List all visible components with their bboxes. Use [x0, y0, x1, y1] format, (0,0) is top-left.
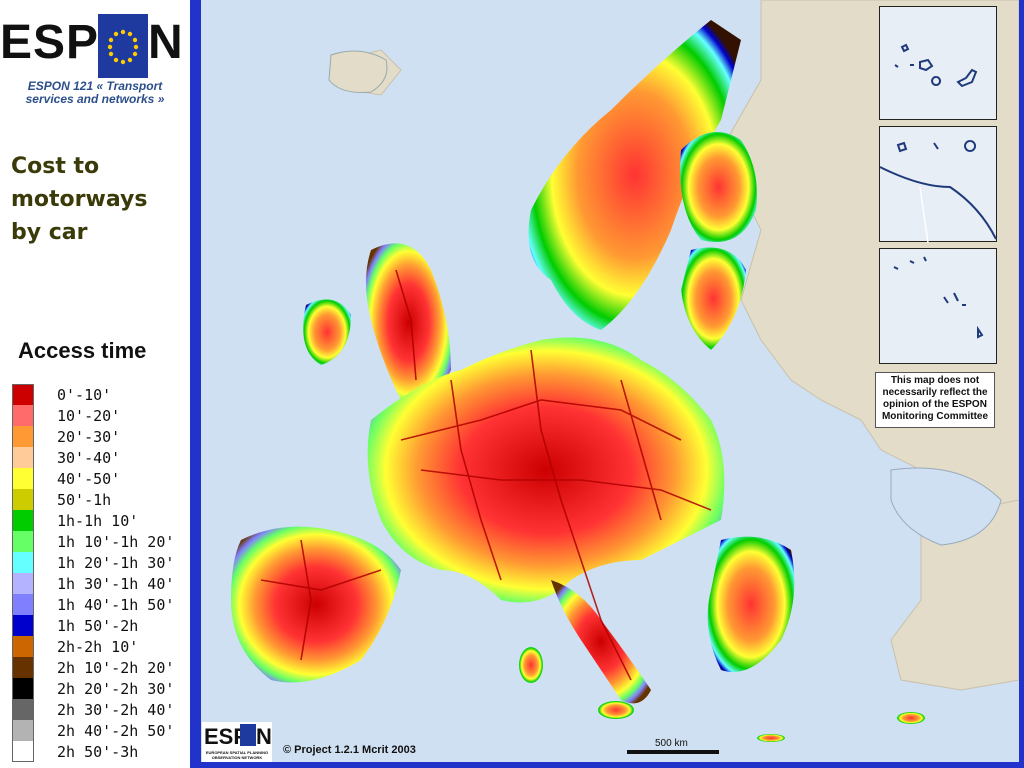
finland	[680, 132, 757, 242]
inset-azores-madeira	[879, 248, 997, 364]
central-europe	[367, 337, 725, 603]
map-frame: This map does not necessarily reflect th…	[190, 0, 1024, 768]
italy	[551, 580, 651, 704]
legend-item: 1h 40'-1h 50'	[12, 594, 187, 615]
scandinavia	[528, 20, 741, 330]
legend-item: 10'-20'	[12, 405, 187, 426]
eu-flag-icon	[98, 14, 148, 78]
logo-text-left: ESP	[0, 16, 100, 69]
legend-swatch	[12, 573, 34, 594]
legend-label: 40'-50'	[57, 470, 121, 488]
legend-label: 1h 40'-1h 50'	[57, 596, 175, 614]
legend-swatch	[12, 552, 34, 573]
sardinia	[519, 647, 543, 683]
project-subtitle: ESPON 121 « Transport services and netwo…	[25, 79, 165, 106]
bottom-logo-text-right: N	[256, 724, 272, 749]
great-britain	[366, 243, 451, 402]
legend-label: 2h-2h 10'	[57, 638, 139, 656]
legend-label: 2h 50'-3h	[57, 743, 139, 761]
legend-item: 2h 30'-2h 40'	[12, 699, 187, 720]
legend-item: 2h 10'-2h 20'	[12, 657, 187, 678]
legend-item: 20'-30'	[12, 426, 187, 447]
espon-logo: ESP N	[0, 10, 184, 78]
legend-swatch	[12, 510, 34, 531]
legend-item: 0'-10'	[12, 384, 187, 405]
motorway-network	[260, 269, 712, 681]
map-title: Cost to motorways by car	[11, 154, 148, 245]
cyprus	[897, 712, 925, 724]
map-area[interactable]: This map does not necessarily reflect th…	[201, 0, 1019, 762]
legend-swatch	[12, 468, 34, 489]
iceland	[328, 50, 388, 93]
legend-label: 20'-30'	[57, 428, 121, 446]
disclaimer-box: This map does not necessarily reflect th…	[875, 372, 995, 428]
legend-label: 2h 20'-2h 30'	[57, 680, 175, 698]
legend-item: 2h 20'-2h 30'	[12, 678, 187, 699]
inset-french-guiana	[879, 126, 997, 244]
bottom-eu-flag-icon	[240, 724, 256, 746]
crete	[757, 734, 785, 742]
legend-swatch	[12, 531, 34, 552]
legend-swatch	[12, 594, 34, 615]
inset-canary-islands	[879, 6, 997, 120]
legend-item: 2h 50'-3h	[12, 741, 187, 762]
legend-label: 30'-40'	[57, 449, 121, 467]
legend-item: 1h-1h 10'	[12, 510, 187, 531]
legend-label: 1h 50'-2h	[57, 617, 139, 635]
legend-label: 50'-1h	[57, 491, 112, 509]
legend-swatch	[12, 384, 34, 405]
legend-label: 2h 30'-2h 40'	[57, 701, 175, 719]
legend-swatch	[12, 447, 34, 468]
logo-text-right: N	[148, 16, 184, 69]
legend-title: Access time	[18, 338, 147, 363]
legend-label: 2h 40'-2h 50'	[57, 722, 175, 740]
legend-item: 1h 50'-2h	[12, 615, 187, 636]
legend-swatch	[12, 741, 34, 762]
legend-swatch	[12, 636, 34, 657]
ireland	[303, 299, 351, 365]
legend-swatch	[12, 615, 34, 636]
bottom-espon-logo: ESP N EUROPEAN SPATIAL PLANNING OBSERVAT…	[202, 722, 272, 762]
legend-label: 1h 20'-1h 30'	[57, 554, 175, 572]
legend-swatch	[12, 720, 34, 741]
legend-swatch	[12, 405, 34, 426]
legend-label: 2h 10'-2h 20'	[57, 659, 175, 677]
legend-item: 30'-40'	[12, 447, 187, 468]
legend-label: 0'-10'	[57, 386, 112, 404]
black-sea	[890, 467, 1002, 546]
legend-item: 1h 10'-1h 20'	[12, 531, 187, 552]
legend-item: 50'-1h	[12, 489, 187, 510]
legend-label: 1h 30'-1h 40'	[57, 575, 175, 593]
legend-item: 2h 40'-2h 50'	[12, 720, 187, 741]
left-panel: ESP N ESPON 121 « Transport services and…	[0, 0, 190, 768]
bottom-logo-caption: EUROPEAN SPATIAL PLANNING OBSERVATION NE…	[205, 750, 269, 760]
legend-label: 1h 10'-1h 20'	[57, 533, 175, 551]
legend-item: 40'-50'	[12, 468, 187, 489]
iberia	[231, 526, 401, 683]
scale-label: 500 km	[655, 738, 688, 749]
baltics	[681, 247, 746, 350]
scale-line	[627, 750, 719, 754]
legend-label: 1h-1h 10'	[57, 512, 139, 530]
copyright-text: © Project 1.2.1 Mcrit 2003	[283, 744, 416, 756]
legend-swatch	[12, 489, 34, 510]
sicily	[598, 701, 634, 719]
legend-swatch	[12, 657, 34, 678]
greece-bulgaria	[707, 536, 795, 672]
legend-swatch	[12, 699, 34, 720]
legend-swatch	[12, 426, 34, 447]
legend-item: 2h-2h 10'	[12, 636, 187, 657]
scale-bar: 500 km	[627, 738, 719, 756]
legend-item: 1h 20'-1h 30'	[12, 552, 187, 573]
legend: 0'-10' 10'-20' 20'-30' 30'-40' 40'-50' 50'-1h…	[12, 384, 187, 762]
legend-label: 10'-20'	[57, 407, 121, 425]
legend-item: 1h 30'-1h 40'	[12, 573, 187, 594]
legend-swatch	[12, 678, 34, 699]
